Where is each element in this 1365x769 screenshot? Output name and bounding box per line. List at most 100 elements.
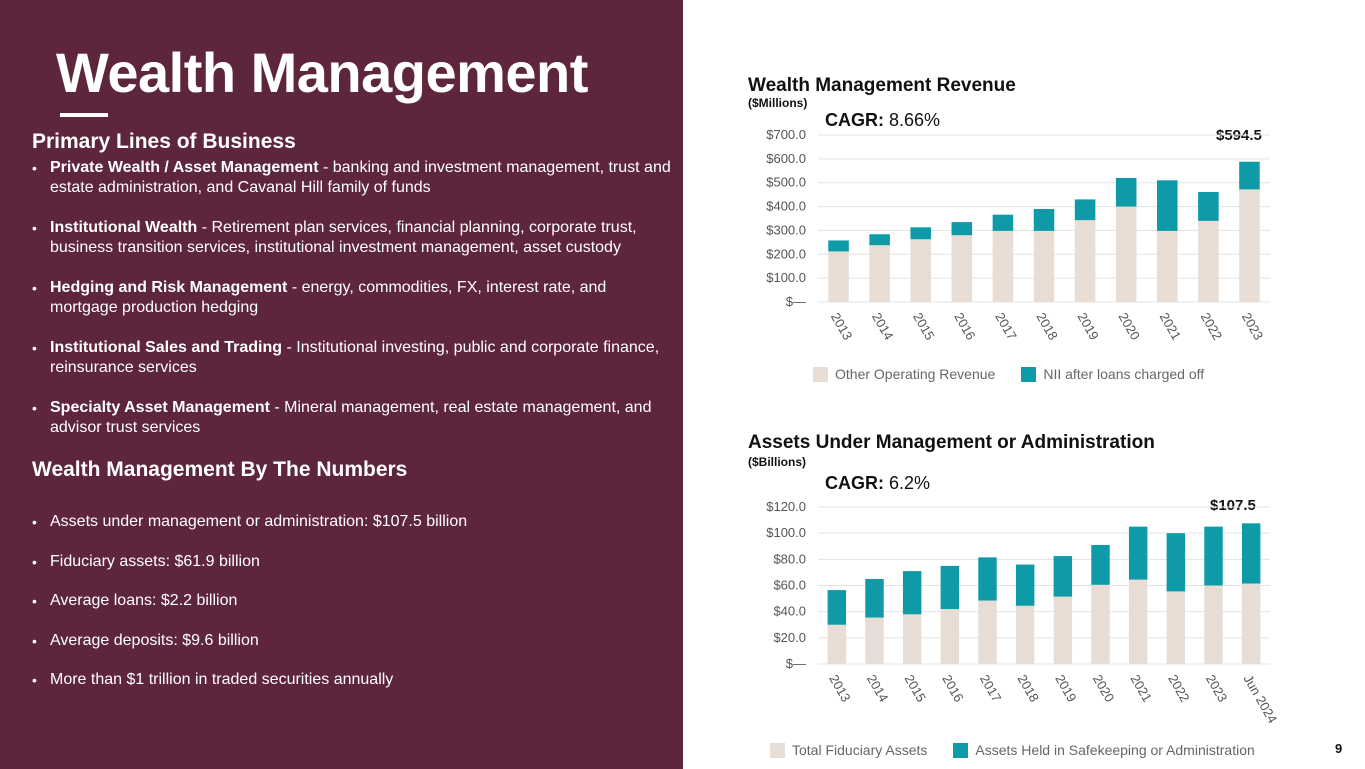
line-of-business-item: Institutional Wealth - Retirement plan s… bbox=[32, 218, 672, 258]
aum-bar-base-2022 bbox=[1166, 591, 1186, 664]
line-of-business-description: - Institutional investing, public and co… bbox=[50, 339, 660, 376]
lines-of-business-list: Private Wealth / Asset Management - bank… bbox=[32, 158, 672, 458]
aum-cagr: CAGR: 6.2% bbox=[825, 473, 930, 494]
revenue-bar-top-2016 bbox=[951, 222, 973, 236]
aum-x-tick-label: 2022 bbox=[1165, 672, 1192, 705]
aum-bar-top-2013 bbox=[827, 590, 847, 625]
aum-y-tick-label: $100.0 bbox=[766, 525, 806, 540]
lines-of-business-heading: Primary Lines of Business bbox=[32, 130, 296, 153]
revenue-x-tick-label: 2018 bbox=[1033, 310, 1060, 343]
aum-bar-base-2013 bbox=[827, 624, 847, 664]
by-the-numbers-item: Average loans: $2.2 billion bbox=[32, 591, 672, 611]
revenue-bar-top-2020 bbox=[1115, 177, 1137, 207]
revenue-legend: Other Operating Revenue NII after loans … bbox=[813, 366, 1230, 382]
aum-x-tick-label: Jun 2024 bbox=[1241, 672, 1281, 726]
revenue-bar-top-2014 bbox=[869, 234, 890, 246]
aum-bar-top-2019 bbox=[1053, 556, 1073, 597]
revenue-bar-top-2017 bbox=[992, 214, 1014, 231]
revenue-bar-base-2014 bbox=[869, 245, 890, 302]
revenue-x-tick-label: 2014 bbox=[869, 310, 896, 343]
aum-bar-top-2018 bbox=[1015, 564, 1035, 606]
revenue-bar-base-2023 bbox=[1239, 189, 1260, 302]
revenue-x-tick-label: 2019 bbox=[1074, 310, 1101, 343]
aum-bar-base-2016 bbox=[940, 609, 960, 664]
aum-bar-top-2016 bbox=[940, 565, 960, 610]
line-of-business-item: Hedging and Risk Management - energy, co… bbox=[32, 278, 672, 318]
aum-bar-top-2020 bbox=[1091, 544, 1110, 585]
line-of-business-title: Institutional Wealth bbox=[50, 219, 198, 236]
aum-legend: Total Fiduciary Assets Assets Held in Sa… bbox=[770, 742, 1281, 758]
aum-legend-entry-0: Total Fiduciary Assets bbox=[770, 742, 927, 758]
aum-x-tick-label: 2017 bbox=[977, 672, 1004, 705]
aum-bar-base-2020 bbox=[1091, 584, 1110, 664]
aum-legend-label-0: Total Fiduciary Assets bbox=[792, 742, 928, 758]
by-the-numbers-item: Fiduciary assets: $61.9 billion bbox=[32, 552, 672, 572]
aum-x-tick-label: 2013 bbox=[826, 672, 853, 705]
revenue-y-tick-label: $700.0 bbox=[766, 127, 806, 142]
aum-cagr-value: 6.2% bbox=[889, 473, 931, 493]
revenue-y-tick-label: $400.0 bbox=[766, 199, 806, 214]
revenue-cagr-value: 8.66% bbox=[889, 110, 941, 130]
revenue-bar-top-2023 bbox=[1239, 161, 1260, 190]
line-of-business-item: Institutional Sales and Trading - Instit… bbox=[32, 338, 672, 378]
aum-y-tick-label: $120.0 bbox=[766, 499, 806, 514]
left-panel: Wealth Management Primary Lines of Busin… bbox=[0, 0, 683, 769]
revenue-x-tick-label: 2013 bbox=[828, 310, 855, 343]
aum-chart-title: Assets Under Management or Administratio… bbox=[748, 432, 1155, 453]
line-of-business-title: Specialty Asset Management bbox=[50, 399, 270, 416]
line-of-business-description: - energy, commodities, FX, interest rate… bbox=[50, 279, 607, 316]
revenue-x-tick-label: 2023 bbox=[1239, 310, 1266, 343]
revenue-y-tick-label: $300.0 bbox=[766, 222, 806, 237]
aum-bar-base-2023 bbox=[1204, 585, 1223, 664]
aum-cagr-label: CAGR: bbox=[825, 473, 884, 493]
aum-bar-base-jun-2024 bbox=[1241, 583, 1261, 664]
revenue-cagr-label: CAGR: bbox=[825, 110, 884, 130]
aum-x-tick-label: 2014 bbox=[864, 672, 891, 705]
aum-x-tick-label: 2015 bbox=[902, 672, 929, 705]
revenue-legend-label-1: NII after loans charged off bbox=[1043, 366, 1205, 382]
revenue-bar-base-2021 bbox=[1157, 230, 1178, 302]
aum-y-tick-label: $60.0 bbox=[773, 578, 806, 593]
revenue-x-tick-label: 2022 bbox=[1198, 310, 1225, 343]
line-of-business-description: - banking and investment management, tru… bbox=[50, 159, 671, 196]
legend-swatch bbox=[813, 366, 828, 382]
line-of-business-title: Institutional Sales and Trading bbox=[50, 339, 283, 356]
by-the-numbers-item: Assets under management or administratio… bbox=[32, 512, 672, 532]
revenue-bar-top-2019 bbox=[1074, 199, 1096, 221]
aum-y-tick-label: $40.0 bbox=[773, 604, 806, 619]
aum-chart: $— $20.0 $40.0 $60.0 $80.0 $100.0 $120.0 2013 20… bbox=[766, 499, 1281, 726]
revenue-cagr: CAGR: 8.66% bbox=[825, 110, 940, 131]
aum-y-tick-label: $— bbox=[786, 656, 806, 671]
aum-bar-top-2022 bbox=[1166, 533, 1186, 592]
aum-bar-base-2014 bbox=[865, 617, 884, 664]
aum-x-tick-label: 2020 bbox=[1090, 672, 1117, 705]
line-of-business-description: - Mineral management, real estate manage… bbox=[50, 399, 652, 436]
revenue-bar-base-2013 bbox=[828, 251, 849, 302]
aum-bar-top-2015 bbox=[902, 571, 922, 615]
aum-x-tick-label: 2016 bbox=[939, 672, 966, 705]
revenue-bar-top-2018 bbox=[1033, 208, 1055, 231]
by-the-numbers-list: Assets under management or administratio… bbox=[32, 512, 672, 710]
revenue-bar-base-2022 bbox=[1198, 220, 1219, 302]
revenue-legend-label-0: Other Operating Revenue bbox=[835, 366, 996, 382]
page-number: 9 bbox=[1335, 741, 1343, 756]
aum-bar-top-jun-2024 bbox=[1241, 523, 1261, 584]
revenue-bar-base-2018 bbox=[1033, 230, 1055, 302]
revenue-bar-base-2020 bbox=[1115, 206, 1137, 302]
by-the-numbers-heading: Wealth Management By The Numbers bbox=[32, 458, 408, 481]
aum-bar-top-2021 bbox=[1128, 526, 1148, 580]
aum-bar-top-2014 bbox=[865, 578, 884, 618]
revenue-bar-top-2021 bbox=[1157, 180, 1178, 231]
by-the-numbers-item: Average deposits: $9.6 billion bbox=[32, 631, 672, 651]
aum-x-tick-label: 2019 bbox=[1052, 672, 1079, 705]
revenue-bar-base-2019 bbox=[1074, 220, 1096, 302]
revenue-x-tick-label: 2020 bbox=[1116, 310, 1143, 343]
aum-y-tick-label: $80.0 bbox=[773, 551, 806, 566]
revenue-y-tick-label: $— bbox=[786, 294, 806, 309]
aum-x-tick-label: 2023 bbox=[1203, 672, 1230, 705]
aum-bar-top-2017 bbox=[978, 557, 997, 601]
revenue-x-tick-label: 2021 bbox=[1157, 310, 1184, 343]
revenue-y-tick-label: $100.0 bbox=[766, 270, 806, 285]
aum-bar-base-2018 bbox=[1015, 605, 1035, 664]
